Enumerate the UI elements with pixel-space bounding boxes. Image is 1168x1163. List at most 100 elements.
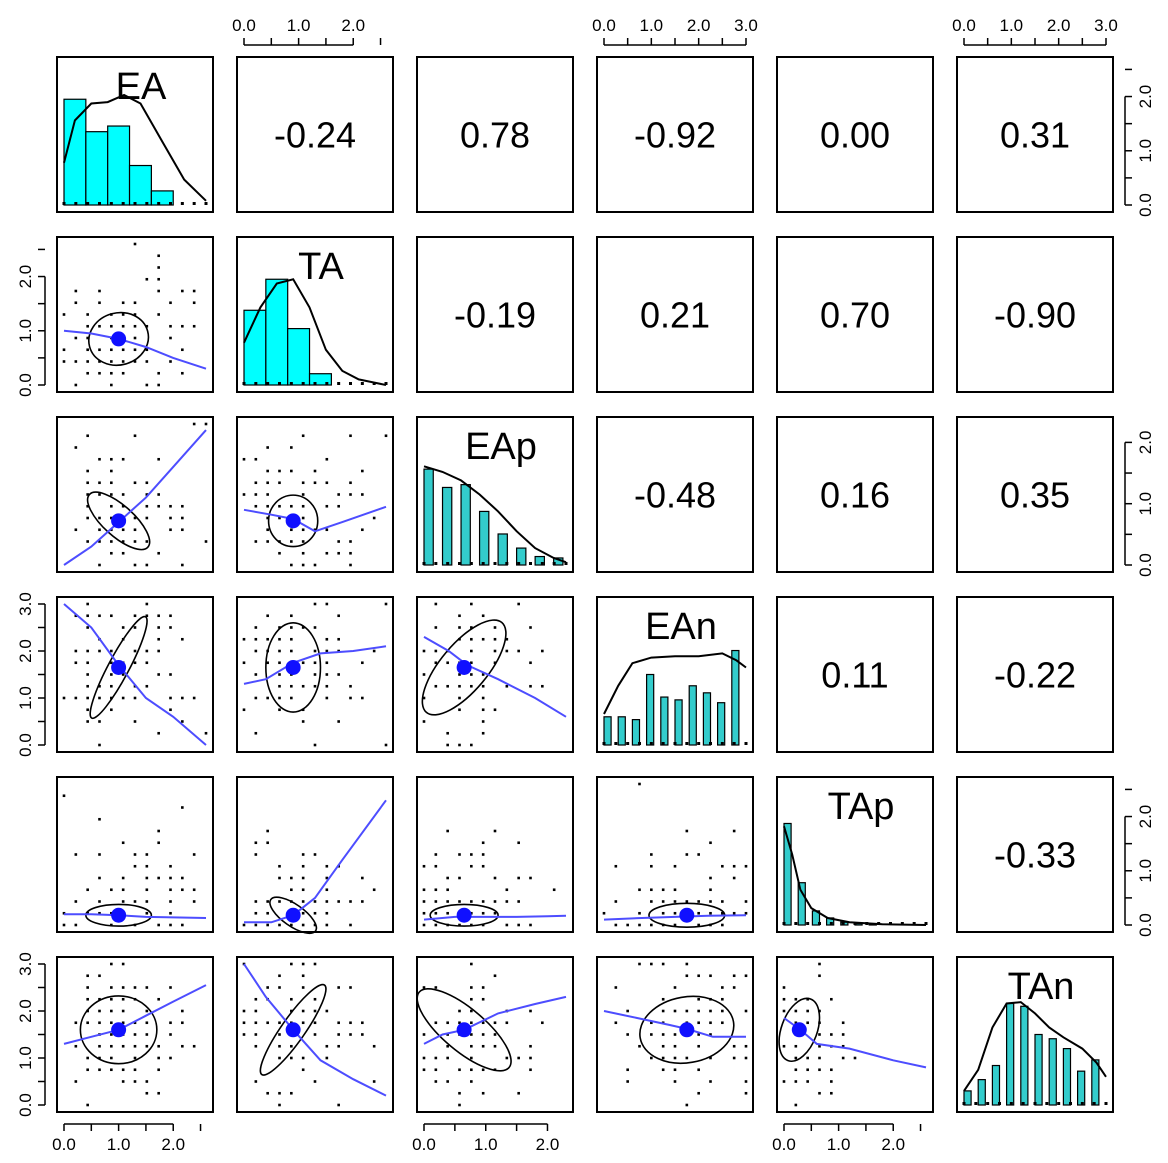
data-point (325, 876, 329, 880)
rug-mark (626, 742, 630, 745)
data-point (181, 528, 184, 532)
data-point (62, 696, 66, 700)
data-point (434, 1021, 438, 1025)
data-point (278, 481, 281, 485)
data-point (242, 1009, 246, 1013)
density-curve (963, 1001, 1107, 1092)
data-point (372, 1080, 376, 1083)
data-point (133, 1021, 137, 1025)
rug-mark (1045, 1102, 1049, 1105)
data-point (145, 324, 149, 328)
data-point (481, 708, 485, 712)
panel-EAp-TA (236, 416, 394, 573)
mean-point (285, 907, 301, 923)
data-point (673, 1033, 677, 1036)
data-point (422, 900, 426, 903)
data-point (290, 563, 293, 567)
data-point (349, 551, 352, 555)
data-point (204, 731, 208, 735)
data-point (638, 911, 641, 915)
data-point (110, 1068, 113, 1072)
rug-mark (564, 562, 568, 565)
data-point (301, 481, 305, 485)
data-point (110, 1033, 113, 1036)
data-point (169, 1021, 172, 1025)
data-point (242, 661, 246, 665)
data-point (697, 997, 700, 1001)
data-point (266, 493, 269, 496)
data-point (169, 864, 172, 868)
data-point (110, 1056, 113, 1060)
histogram-bar (287, 328, 311, 386)
data-point (721, 911, 724, 915)
data-point (254, 493, 258, 496)
data-point (470, 1033, 473, 1036)
histogram-TA: TA (242, 246, 388, 386)
data-point (110, 1021, 113, 1025)
tick-label: 3.0 (1094, 16, 1118, 35)
data-point (145, 348, 149, 352)
data-point (98, 516, 101, 520)
panel-frame (776, 596, 934, 753)
data-point (434, 853, 438, 856)
tick-label: 0.0 (16, 733, 35, 757)
scatter-EA-TAp (62, 794, 207, 927)
data-point (481, 1033, 485, 1036)
scatter-EA-EAn (62, 602, 208, 747)
variable-name-label: TAp (828, 786, 895, 828)
correlation-label: 0.35 (1000, 475, 1070, 516)
data-point (278, 1033, 281, 1036)
histogram-bar (460, 484, 471, 566)
left-axis-TA: 0.0 1.0 2.0 (16, 248, 46, 397)
panel-frame (236, 416, 394, 573)
data-point (806, 1021, 809, 1025)
data-point (709, 900, 712, 903)
data-point (313, 900, 317, 903)
data-point (517, 923, 520, 927)
tick-label: 0.0 (592, 16, 616, 35)
data-point (841, 1021, 845, 1025)
data-point (169, 1033, 172, 1036)
data-point (638, 782, 641, 786)
data-point (493, 637, 497, 641)
data-point (313, 649, 317, 653)
data-point (517, 900, 520, 903)
tick-label: 2.0 (16, 999, 35, 1023)
data-point (614, 1021, 618, 1025)
histogram-bar (497, 533, 508, 566)
data-point (301, 563, 305, 567)
data-point (422, 649, 426, 653)
data-point (349, 493, 352, 496)
data-point (86, 481, 89, 485)
data-point (98, 649, 101, 653)
data-point (278, 923, 281, 927)
data-point (422, 673, 426, 676)
data-point (121, 348, 125, 352)
data-point (830, 1091, 833, 1095)
data-point (98, 481, 101, 485)
data-point (313, 923, 317, 927)
data-point (169, 911, 172, 915)
data-point (157, 493, 160, 496)
data-point (278, 1021, 281, 1025)
data-point (98, 997, 101, 1001)
data-point (110, 673, 113, 676)
data-point (661, 1044, 665, 1048)
data-point (301, 661, 305, 665)
data-point (278, 876, 281, 880)
data-point (697, 923, 700, 927)
data-point (744, 1080, 748, 1083)
data-point (697, 1044, 700, 1048)
data-point (242, 1021, 246, 1025)
data-point (602, 911, 606, 915)
panel-EAp-TAn: 0.35 (956, 416, 1114, 573)
data-point (301, 864, 305, 868)
correlation-ellipse (79, 995, 158, 1065)
data-point (254, 696, 258, 700)
panel-EAn-EAp (416, 596, 574, 753)
data-point (301, 974, 305, 978)
data-point (661, 1009, 665, 1013)
data-point (121, 457, 125, 461)
rug-mark (121, 202, 125, 205)
data-point (818, 1068, 821, 1072)
